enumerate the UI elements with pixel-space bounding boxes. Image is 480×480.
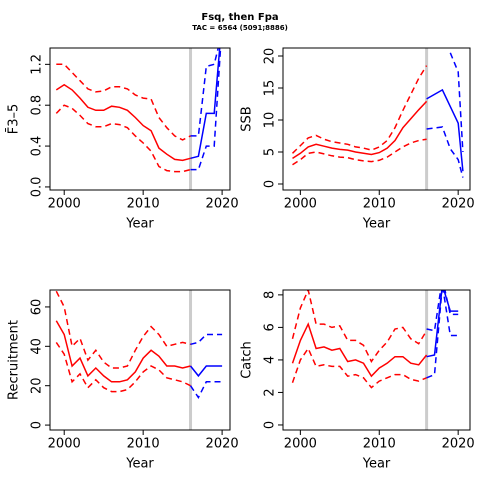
series-line [190,48,222,171]
series-line [55,341,191,393]
y-tick-label: 20 [263,48,278,65]
x-tick-label: 2020 [206,437,239,452]
x-axis-label: Year [362,217,391,232]
y-tick-label: 0 [263,180,278,188]
series-line [291,65,428,154]
plot-frame [282,47,471,191]
y-tick-label: 10 [263,112,278,129]
series-line [56,63,191,141]
series-line [190,48,221,160]
y-axis-label: Catch [240,341,255,379]
y-tick-label: 0.0 [30,177,45,198]
plot-frame [49,47,231,191]
y-axis-label: F̄3–5 [6,104,21,135]
series-line [292,138,427,166]
series-line [426,126,464,178]
y-tick-label: 6 [263,323,278,331]
x-tick-label: 2000 [284,437,317,452]
x-tick-label: 2000 [48,197,81,212]
series-line [55,83,191,162]
plot-area [291,290,459,430]
series-line [189,381,223,399]
x-tick-label: 2020 [442,197,475,212]
y-tick-label: 4 [263,356,278,364]
plot-frame [282,289,471,431]
x-tick-label: 2010 [363,437,396,452]
series-line [426,290,459,332]
y-tick-label: 0 [30,421,45,429]
figure-title: Fsq, then Fpa [201,12,278,23]
plot-area [55,290,223,430]
series-line [291,346,427,389]
series-line [55,290,191,369]
figure-subtitle: TAC = 6564 (5091;8886) [192,24,288,32]
y-tick-label: 2 [263,388,278,396]
x-axis-label: Year [125,457,154,472]
x-tick-label: 2020 [442,437,475,452]
series-line [291,322,428,378]
plot-area [291,48,464,190]
y-tick-label: 60 [30,299,45,316]
series-line [292,100,428,160]
x-tick-label: 2020 [206,197,239,212]
series-line [426,290,459,379]
plot-frame [49,289,231,431]
series-line [190,48,219,137]
series-line [291,290,428,363]
y-tick-label: 8 [263,291,278,299]
series-line [55,320,191,383]
x-tick-label: 2010 [363,197,396,212]
series-line [426,88,464,172]
series-line [190,333,223,346]
series-line [189,365,223,378]
series-line [449,52,464,153]
y-tick-label: 0.4 [30,136,45,157]
y-axis-label: SSB [240,106,255,131]
x-tick-label: 2010 [127,197,160,212]
x-axis-label: Year [362,457,391,472]
y-tick-label: 40 [30,338,45,355]
y-tick-label: 0 [263,421,278,429]
y-axis-label: Recruitment [7,320,22,400]
plot-area [55,48,222,190]
y-tick-label: 20 [30,377,45,394]
series-line [426,290,459,358]
y-tick-label: 5 [263,148,278,156]
y-tick-label: 15 [263,80,278,97]
x-axis-label: Year [125,217,154,232]
series-line [55,104,191,173]
y-tick-label: 1.2 [30,54,45,75]
x-tick-label: 2000 [48,437,81,452]
x-tick-label: 2000 [284,197,317,212]
x-tick-label: 2010 [127,437,160,452]
y-tick-label: 0.8 [30,95,45,116]
